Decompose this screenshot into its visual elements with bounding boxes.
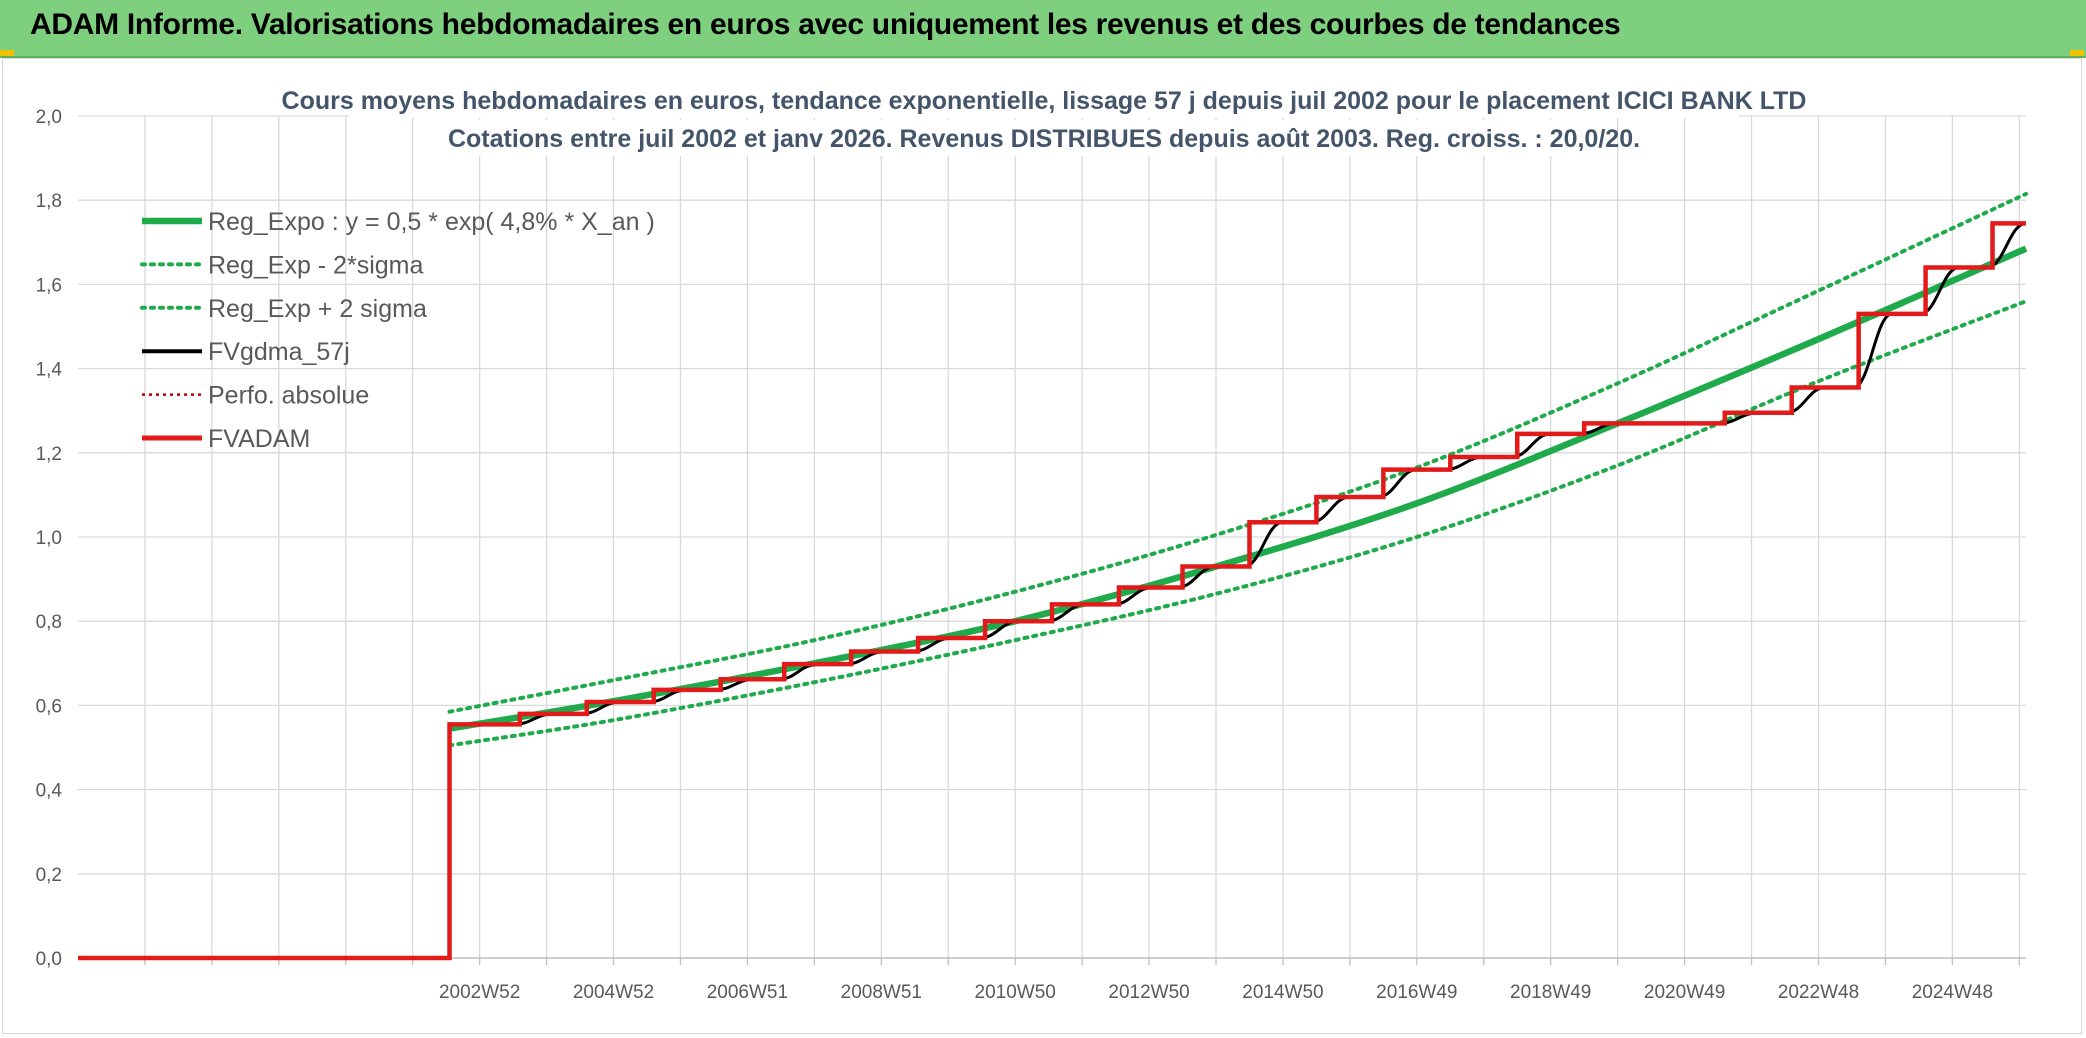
header-banner: ADAM Informe. Valorisations hebdomadaire… — [0, 0, 2086, 58]
y-tick-label: 0,4 — [36, 781, 63, 802]
series-reg-exp-minus-2sigma — [447, 299, 2028, 748]
title-backdrop — [478, 120, 1610, 156]
chart-title-line: Cotations entre juil 2002 et janv 2026. … — [448, 125, 1640, 153]
y-tick-label: 2,0 — [36, 107, 62, 128]
legend: Reg_Expo : y = 0,5 * exp( 4,8% * X_an ) R… — [140, 208, 655, 453]
x-tick-label: 2022W48 — [1778, 982, 1859, 1003]
chart-frame — [2, 58, 2082, 1034]
legend-label: Reg_Expo : y = 0,5 * exp( 4,8% * X_an ) — [208, 208, 655, 236]
x-tick-label: 2014W50 — [1242, 982, 1323, 1003]
legend-label: FVADAM — [208, 425, 310, 453]
x-tick-label: 2020W49 — [1644, 982, 1725, 1003]
y-tick-label: 0,8 — [36, 612, 62, 633]
chart-title: Cours moyens hebdomadaires en euros, ten… — [282, 82, 1807, 156]
legend-label: Perfo. absolue — [208, 382, 369, 410]
grid — [78, 115, 2026, 958]
x-tick-label: 2010W50 — [975, 982, 1056, 1003]
y-tick-label: 1,2 — [36, 444, 62, 465]
header-title: ADAM Informe. Valorisations hebdomadaire… — [30, 8, 1621, 41]
x-tick-label: 2024W48 — [1912, 982, 1993, 1003]
x-tick-label: 2006W51 — [707, 982, 788, 1003]
chart-title-line: Cours moyens hebdomadaires en euros, ten… — [282, 87, 1807, 115]
corner-mark-left — [0, 50, 14, 56]
series-fvadam — [78, 221, 2026, 961]
y-tick-label: 0,2 — [36, 865, 62, 886]
y-tick-label: 1,0 — [36, 528, 62, 549]
y-tick-label: 0,0 — [36, 949, 62, 970]
title-backdrop — [349, 82, 1739, 118]
x-tick-label: 2012W50 — [1108, 982, 1189, 1003]
series-reg-expo — [448, 245, 2028, 732]
series-fvgdma-57j — [449, 221, 2027, 726]
x-tick-label: 2004W52 — [573, 982, 654, 1003]
x-tick-label: 2002W52 — [439, 982, 520, 1003]
x-tick-label: 2016W49 — [1376, 982, 1457, 1003]
legend-label: Reg_Exp - 2*sigma — [208, 251, 423, 279]
y-tick-label: 1,8 — [36, 191, 62, 212]
x-tick-label: 2008W51 — [841, 982, 922, 1003]
y-tick-label: 0,6 — [36, 696, 62, 717]
legend-label: Reg_Exp + 2 sigma — [208, 295, 427, 323]
legend-label: FVgdma_57j — [208, 338, 350, 366]
corner-mark-right — [2070, 50, 2084, 56]
y-tick-label: 1,4 — [36, 360, 63, 381]
axes: 0,0 0,2 0,4 0,6 0,8 1,0 1,2 1,4 1,6 1,8 2,0 2002W52… — [36, 107, 2026, 1003]
y-tick-label: 1,6 — [36, 275, 62, 296]
x-tick-label: 2018W49 — [1510, 982, 1591, 1003]
series-reg-exp-plus-2sigma — [447, 191, 2028, 714]
series-layer — [78, 191, 2028, 961]
